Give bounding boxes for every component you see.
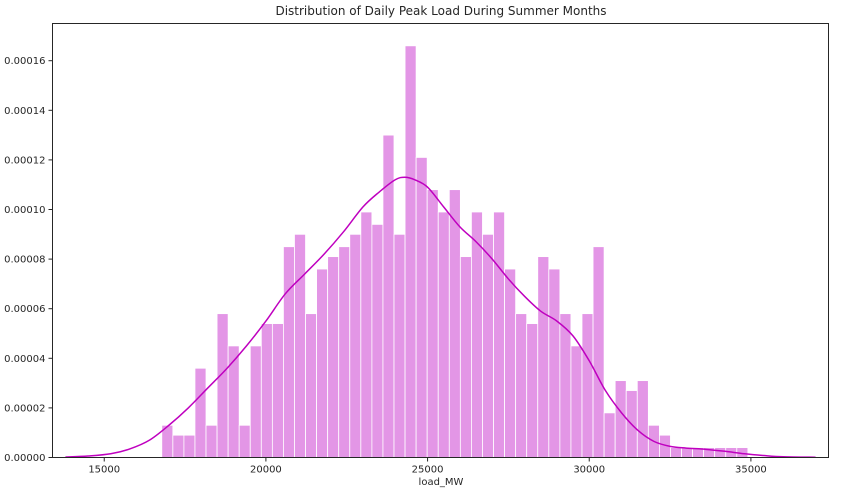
histogram-bar bbox=[283, 246, 295, 458]
histogram-bar bbox=[371, 223, 384, 458]
x-tick-label: 25000 bbox=[412, 465, 444, 476]
histogram-bar bbox=[260, 323, 273, 458]
y-tick-label: 0.00012 bbox=[4, 155, 45, 166]
chart-title: Distribution of Daily Peak Load During S… bbox=[275, 4, 606, 18]
histogram-bar bbox=[581, 313, 594, 458]
histogram-bar bbox=[636, 380, 649, 458]
histogram-bar bbox=[294, 233, 306, 458]
histogram-bar bbox=[426, 189, 439, 458]
histogram-bar bbox=[249, 345, 262, 458]
histogram-bar bbox=[592, 246, 605, 458]
y-tick-label: 0.00006 bbox=[4, 304, 45, 315]
y-tick-label: 0.00016 bbox=[4, 56, 45, 67]
histogram-bar bbox=[216, 313, 229, 458]
x-tick-label: 20000 bbox=[250, 465, 282, 476]
x-tick-label: 30000 bbox=[573, 465, 605, 476]
histogram-bar bbox=[316, 268, 329, 458]
histogram-bar bbox=[570, 345, 583, 458]
histogram-bar bbox=[448, 189, 461, 458]
x-tick-label: 15000 bbox=[88, 465, 120, 476]
y-axis: 0.00000 0.00002 0.00004 0.00006 0.00008 0.000… bbox=[4, 56, 53, 464]
histogram-bar bbox=[205, 424, 218, 458]
kde-layer bbox=[65, 176, 816, 459]
y-tick-label: 0.00010 bbox=[4, 205, 45, 216]
histogram-bar bbox=[227, 345, 240, 458]
histogram-bar bbox=[471, 211, 483, 458]
x-tick-label: 35000 bbox=[735, 465, 767, 476]
histogram-bar bbox=[382, 134, 395, 458]
histogram-bar bbox=[559, 313, 572, 458]
y-tick-label: 0.00002 bbox=[4, 403, 45, 414]
histogram-bar bbox=[271, 323, 284, 458]
histogram-bar bbox=[437, 211, 450, 458]
histogram-bar bbox=[714, 447, 727, 458]
histogram-bar bbox=[404, 45, 417, 458]
histogram-bar bbox=[415, 157, 428, 458]
histogram-bar bbox=[493, 211, 505, 458]
histogram-bar bbox=[172, 434, 185, 458]
histogram-bar bbox=[459, 256, 472, 458]
histogram-bar bbox=[537, 256, 550, 458]
histogram-bar bbox=[670, 447, 682, 458]
kde-line bbox=[65, 176, 816, 459]
histogram-bar bbox=[548, 268, 561, 458]
histogram-bar bbox=[183, 434, 196, 458]
histogram-bar bbox=[526, 323, 539, 458]
histogram-bar bbox=[360, 211, 373, 458]
histogram-bar bbox=[194, 367, 207, 458]
histogram-bar bbox=[338, 246, 351, 458]
histogram-bar bbox=[614, 380, 627, 458]
y-tick-label: 0.00008 bbox=[4, 255, 45, 266]
x-axis: 15000 20000 25000 30000 35000 bbox=[88, 457, 767, 476]
y-tick-label: 0.00000 bbox=[4, 453, 45, 464]
histogram-bar bbox=[504, 268, 517, 458]
x-axis-label: load_MW bbox=[419, 477, 464, 488]
histogram-bar bbox=[515, 313, 528, 458]
histogram-bar bbox=[393, 233, 406, 458]
histogram-bar bbox=[603, 412, 616, 458]
histogram-bar bbox=[482, 233, 494, 458]
plot-frame bbox=[52, 23, 829, 458]
histogram-bar bbox=[305, 313, 317, 458]
y-tick-label: 0.00004 bbox=[4, 354, 45, 365]
y-tick-label: 0.00014 bbox=[4, 106, 45, 117]
histogram-bar bbox=[327, 256, 340, 458]
histogram-bar bbox=[238, 424, 251, 458]
histogram-bar bbox=[349, 233, 362, 458]
